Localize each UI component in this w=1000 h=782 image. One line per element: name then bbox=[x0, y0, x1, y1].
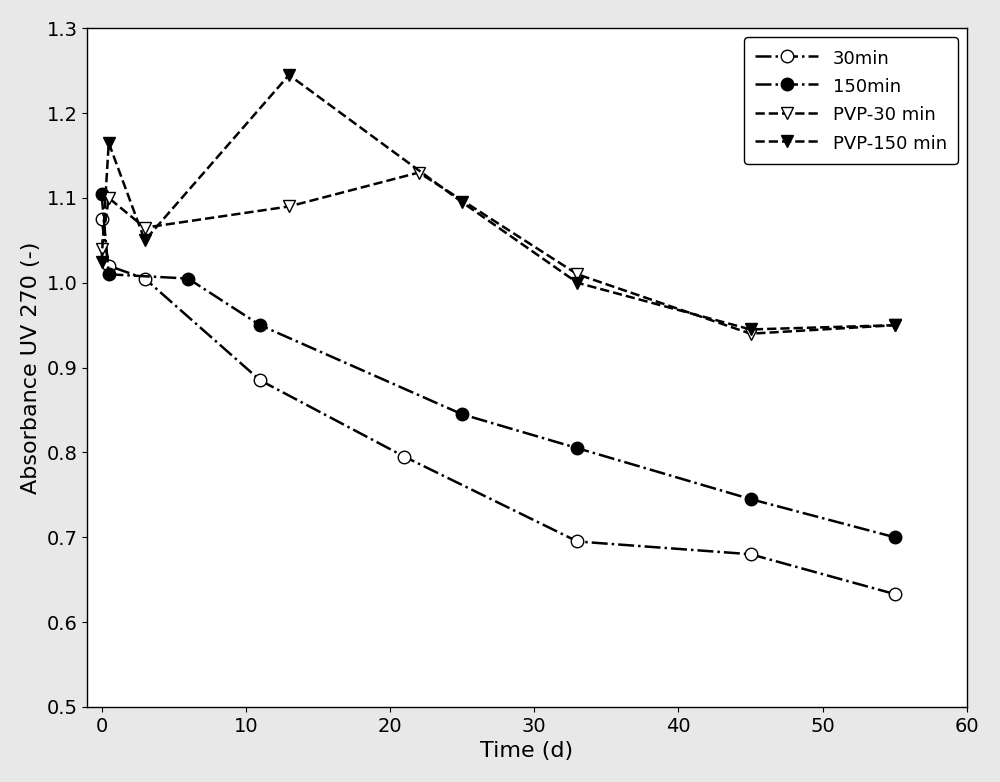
150min bbox=[456, 410, 468, 419]
150min bbox=[254, 321, 266, 330]
PVP-150 min bbox=[139, 235, 151, 245]
30min bbox=[103, 261, 115, 271]
PVP-30 min bbox=[413, 168, 425, 178]
PVP-150 min bbox=[889, 321, 901, 330]
PVP-150 min bbox=[283, 70, 295, 80]
PVP-30 min bbox=[103, 193, 115, 203]
150min bbox=[745, 494, 757, 504]
PVP-150 min bbox=[745, 325, 757, 334]
30min bbox=[889, 590, 901, 599]
30min bbox=[745, 550, 757, 559]
150min bbox=[103, 270, 115, 279]
150min bbox=[571, 443, 583, 453]
Line: PVP-150 min: PVP-150 min bbox=[95, 69, 901, 335]
PVP-30 min bbox=[889, 321, 901, 330]
PVP-30 min bbox=[139, 223, 151, 232]
PVP-150 min bbox=[103, 138, 115, 148]
Line: PVP-30 min: PVP-30 min bbox=[95, 167, 901, 340]
PVP-150 min bbox=[456, 198, 468, 207]
30min bbox=[398, 452, 410, 461]
PVP-30 min bbox=[571, 270, 583, 279]
PVP-150 min bbox=[96, 257, 108, 267]
Legend: 30min, 150min, PVP-30 min, PVP-150 min: 30min, 150min, PVP-30 min, PVP-150 min bbox=[744, 38, 958, 163]
PVP-30 min bbox=[283, 202, 295, 211]
X-axis label: Time (d): Time (d) bbox=[480, 741, 574, 761]
30min bbox=[96, 214, 108, 224]
PVP-150 min bbox=[571, 278, 583, 288]
Y-axis label: Absorbance UV 270 (-): Absorbance UV 270 (-) bbox=[21, 242, 41, 493]
30min bbox=[139, 274, 151, 283]
150min bbox=[182, 274, 194, 283]
Line: 30min: 30min bbox=[95, 213, 901, 601]
Line: 150min: 150min bbox=[95, 188, 901, 543]
150min bbox=[889, 533, 901, 542]
30min bbox=[571, 536, 583, 546]
PVP-30 min bbox=[96, 244, 108, 253]
PVP-30 min bbox=[745, 329, 757, 339]
30min bbox=[254, 375, 266, 385]
150min bbox=[96, 189, 108, 199]
